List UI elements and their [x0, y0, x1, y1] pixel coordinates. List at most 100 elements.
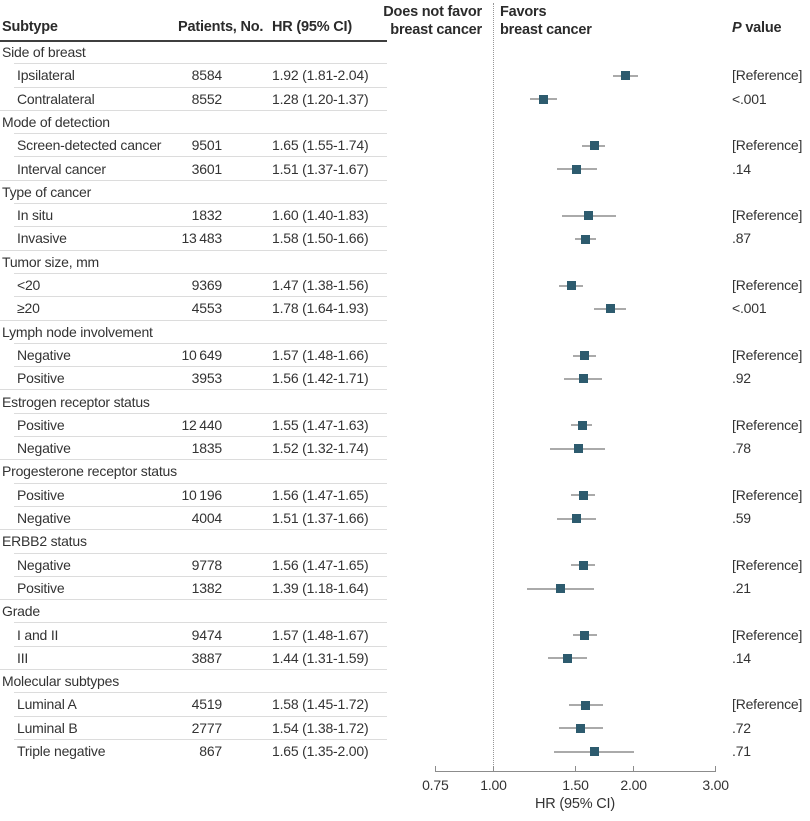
- group-row: Type of cancer: [0, 181, 810, 205]
- subtype-label: Tumor size, mm: [2, 253, 100, 270]
- p-value: [Reference]: [732, 67, 803, 84]
- patients-count: 3887: [191, 649, 223, 666]
- table-row: III 3887 1.44 (1.31-1.59) .14: [0, 647, 810, 671]
- row-separator: [14, 342, 387, 344]
- row-separator: [14, 296, 387, 298]
- patients-count: 8552: [191, 90, 223, 107]
- col-header-patients: Patients, No.: [178, 19, 264, 35]
- x-axis-tick-label: 2.00: [620, 776, 647, 793]
- table-row: Positive 3953 1.56 (1.42-1.71) .92: [0, 367, 810, 391]
- p-value-column-header: P value: [732, 20, 782, 36]
- patients-count: 8584: [191, 67, 223, 84]
- hr-marker: [605, 304, 615, 314]
- table-row: <20 9369 1.47 (1.38-1.56) [Reference]: [0, 274, 810, 298]
- hr-ci-text: 1.58 (1.45-1.72): [272, 696, 369, 713]
- hr-marker: [580, 630, 590, 640]
- row-separator: [0, 389, 387, 391]
- hr-ci-text: 1.56 (1.42-1.71): [272, 370, 369, 387]
- subtype-label: ERBB2 status: [2, 533, 87, 550]
- row-separator: [0, 249, 387, 251]
- hr-marker: [590, 141, 600, 151]
- group-row: Lymph node involvement: [0, 321, 810, 344]
- subtype-label: Positive: [17, 579, 65, 596]
- p-value: [Reference]: [732, 696, 803, 713]
- hr-ci-text: 1.47 (1.38-1.56): [272, 277, 369, 293]
- patients-count: 3601: [191, 160, 223, 177]
- subtype-label: Molecular subtypes: [2, 673, 120, 690]
- hr-ci-text: 1.56 (1.47-1.65): [272, 486, 369, 503]
- row-separator: [14, 505, 387, 507]
- x-axis-tick-label: 3.00: [702, 776, 729, 793]
- hr-marker: [562, 653, 572, 663]
- hr-marker: [577, 420, 587, 430]
- group-row: Side of breast: [0, 41, 810, 65]
- patients-count: 9778: [191, 556, 223, 573]
- subtype-label: Positive: [17, 416, 65, 433]
- row-separator: [0, 319, 387, 321]
- hr-ci-text: 1.52 (1.32-1.74): [272, 440, 369, 457]
- subtype-label: Lymph node involvement: [2, 323, 153, 340]
- hr-marker: [572, 514, 582, 524]
- hr-ci-text: 1.65 (1.35-2.00): [272, 743, 369, 759]
- subtype-label: Positive: [17, 370, 65, 387]
- group-row: Progesterone receptor status: [0, 460, 810, 484]
- patients-count: 9474: [191, 626, 223, 643]
- subtype-label: Mode of detection: [2, 113, 110, 130]
- subtype-label: In situ: [17, 207, 53, 224]
- row-separator: [0, 109, 387, 111]
- row-separator: [14, 482, 387, 484]
- region-label-does-not-favor: Does not favor breast cancer: [282, 4, 482, 39]
- p-value: [Reference]: [732, 277, 803, 293]
- hr-marker: [555, 584, 565, 594]
- hr-ci-text: 1.51 (1.37-1.67): [272, 160, 369, 177]
- subtype-label: Screen-detected cancer: [17, 137, 162, 154]
- table-row: Triple negative 867 1.65 (1.35-2.00) .71: [0, 740, 810, 763]
- subtype-label: <20: [17, 277, 41, 293]
- p-value: [Reference]: [732, 416, 803, 433]
- x-axis-tick: [714, 765, 717, 771]
- p-value: .92: [732, 370, 751, 387]
- patients-count: 13 483: [181, 230, 222, 247]
- patients-count: 4519: [191, 696, 223, 713]
- row-separator: [0, 459, 387, 461]
- row-separator: [14, 715, 387, 717]
- table-row: Luminal B 2777 1.54 (1.38-1.72) .72: [0, 717, 810, 740]
- table-row: Interval cancer 3601 1.51 (1.37-1.67) .14: [0, 158, 810, 181]
- row-separator: [14, 412, 387, 414]
- hr-ci-text: 1.60 (1.40-1.83): [272, 207, 369, 224]
- row-separator: [0, 669, 387, 671]
- table-row: Negative 4004 1.51 (1.37-1.66) .59: [0, 507, 810, 531]
- x-axis-tick: [574, 765, 577, 771]
- p-value: <.001: [732, 300, 767, 317]
- x-axis-tick: [434, 765, 437, 771]
- table-row: Screen-detected cancer 9501 1.65 (1.55-1.7…: [0, 134, 810, 158]
- patients-count: 4553: [191, 300, 223, 317]
- p-value: .14: [732, 649, 751, 666]
- subtype-label: I and II: [17, 626, 59, 643]
- subtype-label: Ipsilateral: [17, 67, 75, 84]
- group-row: ERBB2 status: [0, 530, 810, 554]
- hr-marker: [566, 281, 576, 291]
- table-row: Negative 9778 1.56 (1.47-1.65) [Reference]: [0, 554, 810, 577]
- patients-count: 1835: [191, 440, 223, 457]
- patients-count: 1382: [191, 579, 223, 596]
- subtype-label: Negative: [17, 510, 71, 526]
- group-row: Grade: [0, 600, 810, 624]
- row-separator: [14, 63, 387, 65]
- table-header-rule: [0, 40, 387, 42]
- hr-ci-text: 1.65 (1.55-1.74): [272, 137, 369, 154]
- patients-count: 4004: [191, 510, 223, 526]
- table-row: Negative 10 649 1.57 (1.48-1.66) [Reference…: [0, 344, 810, 368]
- table-row: Invasive 13 483 1.58 (1.50-1.66) .87: [0, 227, 810, 251]
- row-separator: [14, 156, 387, 158]
- x-axis-tick-label: 1.50: [562, 776, 589, 793]
- patients-count: 9369: [191, 277, 223, 293]
- subtype-label: Positive: [17, 486, 65, 503]
- subtype-label: Negative: [17, 556, 71, 573]
- patients-count: 10 196: [181, 486, 222, 503]
- subtype-label: Interval cancer: [17, 160, 106, 177]
- subtype-label: Negative: [17, 346, 71, 363]
- x-axis-tick: [632, 765, 635, 771]
- hr-marker: [584, 211, 594, 221]
